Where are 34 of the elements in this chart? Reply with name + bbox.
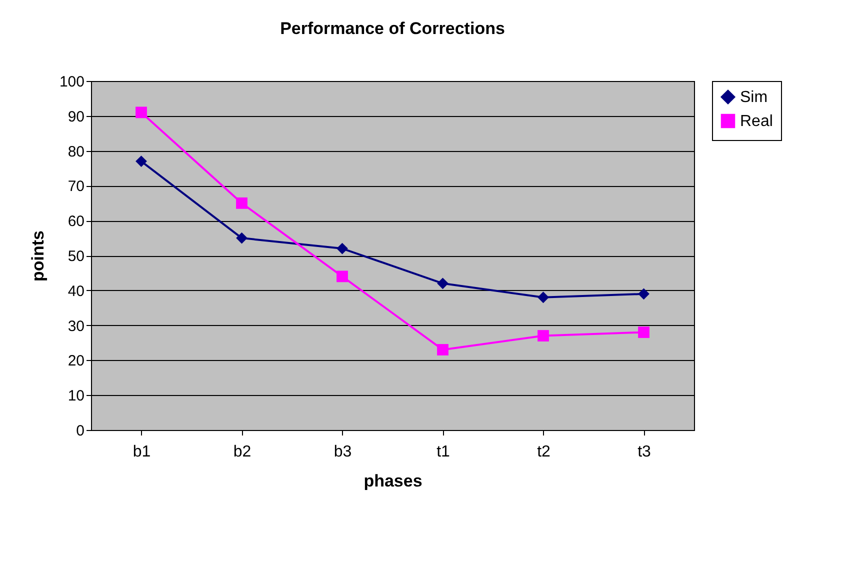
point [638,326,650,338]
x-tick-label: b3 [334,444,352,460]
point [538,292,549,304]
y-tick-label: 50 [68,248,84,265]
y-tick-label: 20 [68,352,84,370]
point [336,242,348,254]
y-tick-label: 100 [59,74,84,90]
x-tick-label: b2 [233,444,252,460]
point [638,288,650,300]
y-tick-label: 0 [76,422,84,440]
y-tick-label: 90 [68,108,84,126]
x-tick-label: t1 [436,444,450,460]
y-tick-label: 70 [68,178,84,196]
x-tick-label: t3 [638,444,652,460]
point [136,156,147,167]
y-tick-label: 40 [68,282,84,300]
point [538,330,549,342]
x-tick-label: t2 [537,444,551,460]
y-tick-label: 30 [68,318,84,335]
point [336,270,348,282]
legend-label: Sim [740,89,768,106]
point [437,278,448,290]
point [236,232,248,244]
x-tick-label: b1 [132,444,151,460]
y-tick-label: 60 [68,213,84,230]
point [236,197,248,209]
y-tick-label: 80 [68,143,84,160]
y-axis-title: points [28,230,48,282]
chart-title: Performance of Corrections [280,19,505,38]
point [136,106,147,118]
y-tick-label: 10 [68,388,84,405]
x-axis-title: phases [364,472,422,490]
legend-label: Real [740,113,773,130]
point [437,344,448,356]
